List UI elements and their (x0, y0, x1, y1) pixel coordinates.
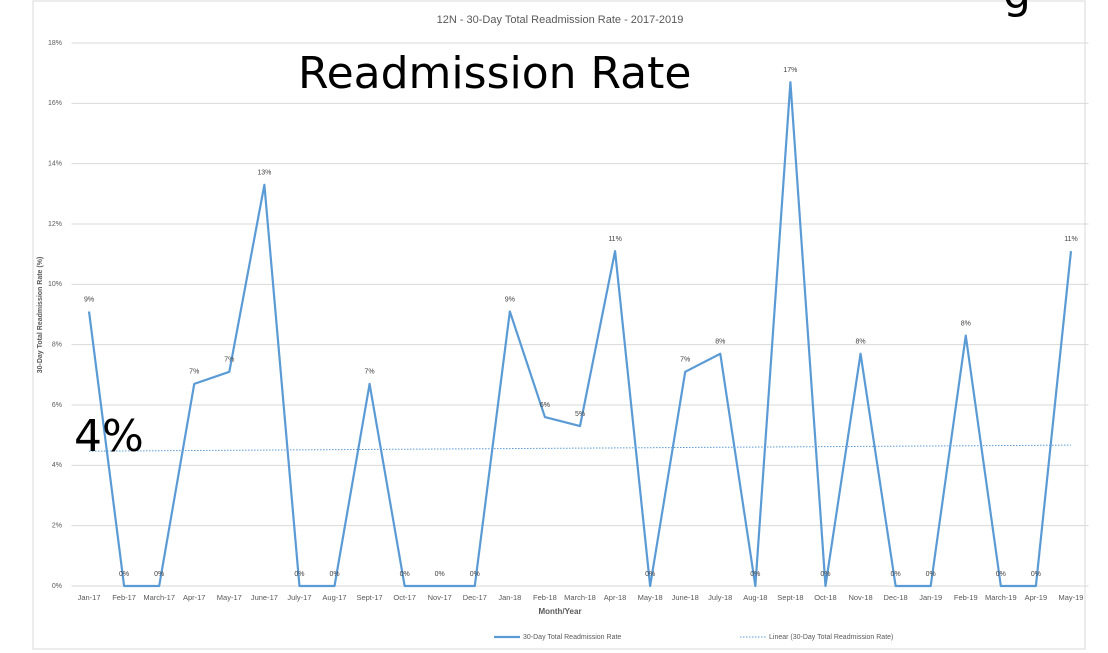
x-tick-label: Apr-18 (604, 593, 627, 602)
data-label: 7% (365, 369, 375, 376)
data-label: 9% (505, 296, 515, 303)
data-label: 8% (961, 320, 971, 327)
x-tick-label: May-18 (638, 593, 663, 602)
data-label: 0% (435, 571, 445, 578)
data-label: 0% (891, 571, 901, 578)
data-label: 0% (750, 571, 760, 578)
data-label: 0% (820, 571, 830, 578)
x-tick-label: Jan-18 (498, 593, 521, 602)
y-tick-label: 12% (48, 221, 62, 228)
x-tick-label: May-19 (1058, 593, 1083, 602)
data-label: 11% (608, 236, 622, 243)
x-tick-label: Apr-17 (183, 593, 206, 602)
x-tick-label: Nov-17 (428, 593, 452, 602)
data-line (87, 81, 1073, 588)
data-label: 7% (189, 369, 199, 376)
y-tick-label: 6% (52, 402, 62, 409)
data-label: 0% (329, 571, 339, 578)
data-label: 0% (996, 571, 1006, 578)
data-label: 0% (926, 571, 936, 578)
chart-frame (32, 0, 1086, 650)
x-tick-label: Aug-18 (743, 593, 767, 602)
data-label: 8% (715, 339, 725, 346)
data-label: 0% (154, 571, 164, 578)
annotation: Readmission Rate (298, 48, 691, 99)
data-label: 9% (84, 296, 94, 303)
data-label: 13% (257, 170, 271, 177)
y-tick-label: 0% (52, 583, 62, 590)
y-tick-label: 10% (48, 281, 62, 288)
data-label: 17% (783, 67, 797, 74)
annotation: g (1003, 0, 1031, 19)
data-label: 6% (540, 402, 550, 409)
y-tick-label: 8% (52, 342, 62, 349)
data-label: 11% (1064, 236, 1078, 243)
x-tick-label: Feb-18 (533, 593, 557, 602)
x-tick-label: Dec-18 (884, 593, 908, 602)
x-tick-label: July-18 (708, 593, 732, 602)
x-tick-label: July-17 (287, 593, 311, 602)
x-tick-label: Apr-19 (1025, 593, 1048, 602)
x-tick-label: May-17 (217, 593, 242, 602)
x-axis-label: Month/Year (538, 607, 581, 616)
y-tick-label: 4% (52, 462, 62, 469)
x-tick-label: Jan-17 (78, 593, 101, 602)
y-tick-label: 16% (48, 100, 62, 107)
x-tick-label: Sept-18 (777, 593, 803, 602)
x-tick-label: Jan-19 (919, 593, 942, 602)
data-label: 0% (294, 571, 304, 578)
data-label: 7% (680, 357, 690, 364)
chart-title: 12N - 30-Day Total Readmission Rate - 20… (437, 14, 684, 26)
data-label: 0% (1031, 571, 1041, 578)
x-tick-label: March-17 (143, 593, 175, 602)
legend-label: 30-Day Total Readmission Rate (523, 634, 621, 641)
y-tick-label: 2% (52, 523, 62, 530)
x-tick-label: June-17 (251, 593, 278, 602)
x-tick-label: Aug-17 (322, 593, 346, 602)
y-tick-label: 14% (48, 161, 62, 168)
x-tick-label: Oct-18 (814, 593, 837, 602)
data-label: 7% (224, 357, 234, 364)
data-label: 0% (400, 571, 410, 578)
data-label: 0% (645, 571, 655, 578)
annotation: 4% (74, 411, 144, 462)
x-tick-label: Sept-17 (356, 593, 382, 602)
x-tick-label: Nov-18 (848, 593, 872, 602)
x-tick-label: Dec-17 (463, 593, 487, 602)
data-label: 0% (119, 571, 129, 578)
x-tick-label: Feb-17 (112, 593, 136, 602)
legend-label: Linear (30-Day Total Readmission Rate) (769, 634, 893, 641)
x-tick-label: March-19 (985, 593, 1017, 602)
x-tick-label: March-18 (564, 593, 596, 602)
x-tick-label: June-18 (672, 593, 699, 602)
y-axis-label: 30-Day Total Readmission Rate (%) (37, 257, 44, 374)
x-tick-label: Feb-19 (954, 593, 978, 602)
x-tick-label: Oct-17 (393, 593, 416, 602)
data-label: 0% (470, 571, 480, 578)
data-label: 5% (575, 411, 585, 418)
data-label: 8% (855, 339, 865, 346)
y-tick-label: 18% (48, 40, 62, 47)
